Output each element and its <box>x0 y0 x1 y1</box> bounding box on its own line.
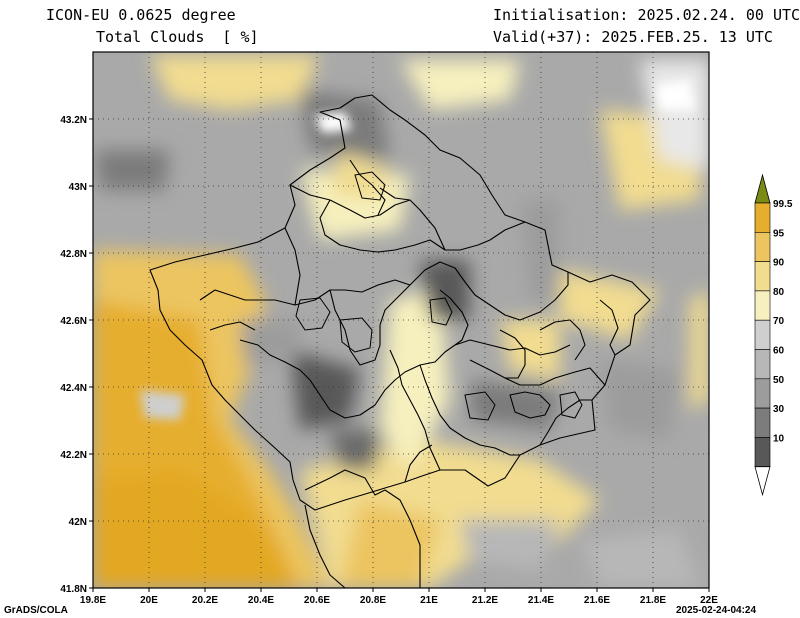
lat-tick-label: 42.4N <box>60 383 87 394</box>
latitude-axis: 43.2N 43N 42.8N 42.6N 42.4N 42.2N 42N 41.8N <box>60 115 93 595</box>
lon-tick-label: 20.2E <box>192 595 218 606</box>
lat-tick-label: 42.8N <box>60 249 87 260</box>
lon-tick-label: 21.2E <box>472 595 498 606</box>
colorbar-segment <box>754 232 771 262</box>
cloud-field <box>93 52 709 588</box>
lat-tick-label: 43.2N <box>60 115 87 126</box>
lon-tick-label: 21.8E <box>640 595 666 606</box>
colorbar-label: 60 <box>773 346 785 357</box>
district-borders <box>295 171 583 421</box>
lon-tick-label: 20.4E <box>248 595 274 606</box>
colorbar-segment <box>754 202 771 233</box>
colorbar-segment <box>754 407 771 438</box>
colorbar-segment <box>754 378 771 409</box>
lon-tick-label: 20.6E <box>304 595 330 606</box>
lon-tick-label: 22E <box>700 595 718 606</box>
colorbar-segment <box>754 261 771 292</box>
colorbar-segment <box>754 437 771 467</box>
lat-tick-label: 42N <box>69 517 87 528</box>
model-title: ICON-EU 0.0625 degree <box>46 6 236 24</box>
colorbar-segment <box>754 290 771 321</box>
lon-tick-label: 19.8E <box>80 595 106 606</box>
lat-tick-label: 42.2N <box>60 450 87 461</box>
colorbar-bottom-arrow <box>754 466 771 497</box>
colorbar-top-arrow <box>754 173 771 204</box>
longitude-axis: 19.8E 20E 20.2E 20.4E 20.6E 20.8E 21E 21.2E 21.4… <box>80 588 718 606</box>
valid-time: Valid(+37): 2025.FEB.25. 13 UTC <box>493 28 773 46</box>
colorbar-label: 80 <box>773 287 785 298</box>
lon-tick-label: 21E <box>420 595 438 606</box>
lon-tick-label: 20E <box>140 595 158 606</box>
lat-tick-label: 41.8N <box>60 584 87 595</box>
colorbar-label: 70 <box>773 316 785 327</box>
field-title: Total Clouds [ %] <box>96 28 259 46</box>
colorbar-label: 99.5 <box>773 199 793 210</box>
lon-tick-label: 21.6E <box>584 595 610 606</box>
lat-tick-label: 42.6N <box>60 316 87 327</box>
colorbar-label: 30 <box>773 404 785 415</box>
lon-tick-label: 21.4E <box>528 595 554 606</box>
colorbar-label: 50 <box>773 375 785 386</box>
region-borders <box>149 94 651 589</box>
init-time: Initialisation: 2025.02.24. 00 UTC <box>493 6 800 24</box>
colorbar-label: 90 <box>773 258 785 269</box>
lat-tick-label: 43N <box>69 182 87 193</box>
footer-software: GrADS/COLA <box>4 605 68 616</box>
colorbar-segment <box>754 349 771 380</box>
colorbar-label: 95 <box>773 228 785 239</box>
footer-timestamp: 2025-02-24-04:24 <box>676 605 757 616</box>
colorbar-label: 10 <box>773 433 785 444</box>
colorbar: 99.5 95 90 80 70 60 50 30 10 <box>754 173 793 497</box>
colorbar-segment <box>754 319 771 350</box>
lon-tick-label: 20.8E <box>360 595 386 606</box>
